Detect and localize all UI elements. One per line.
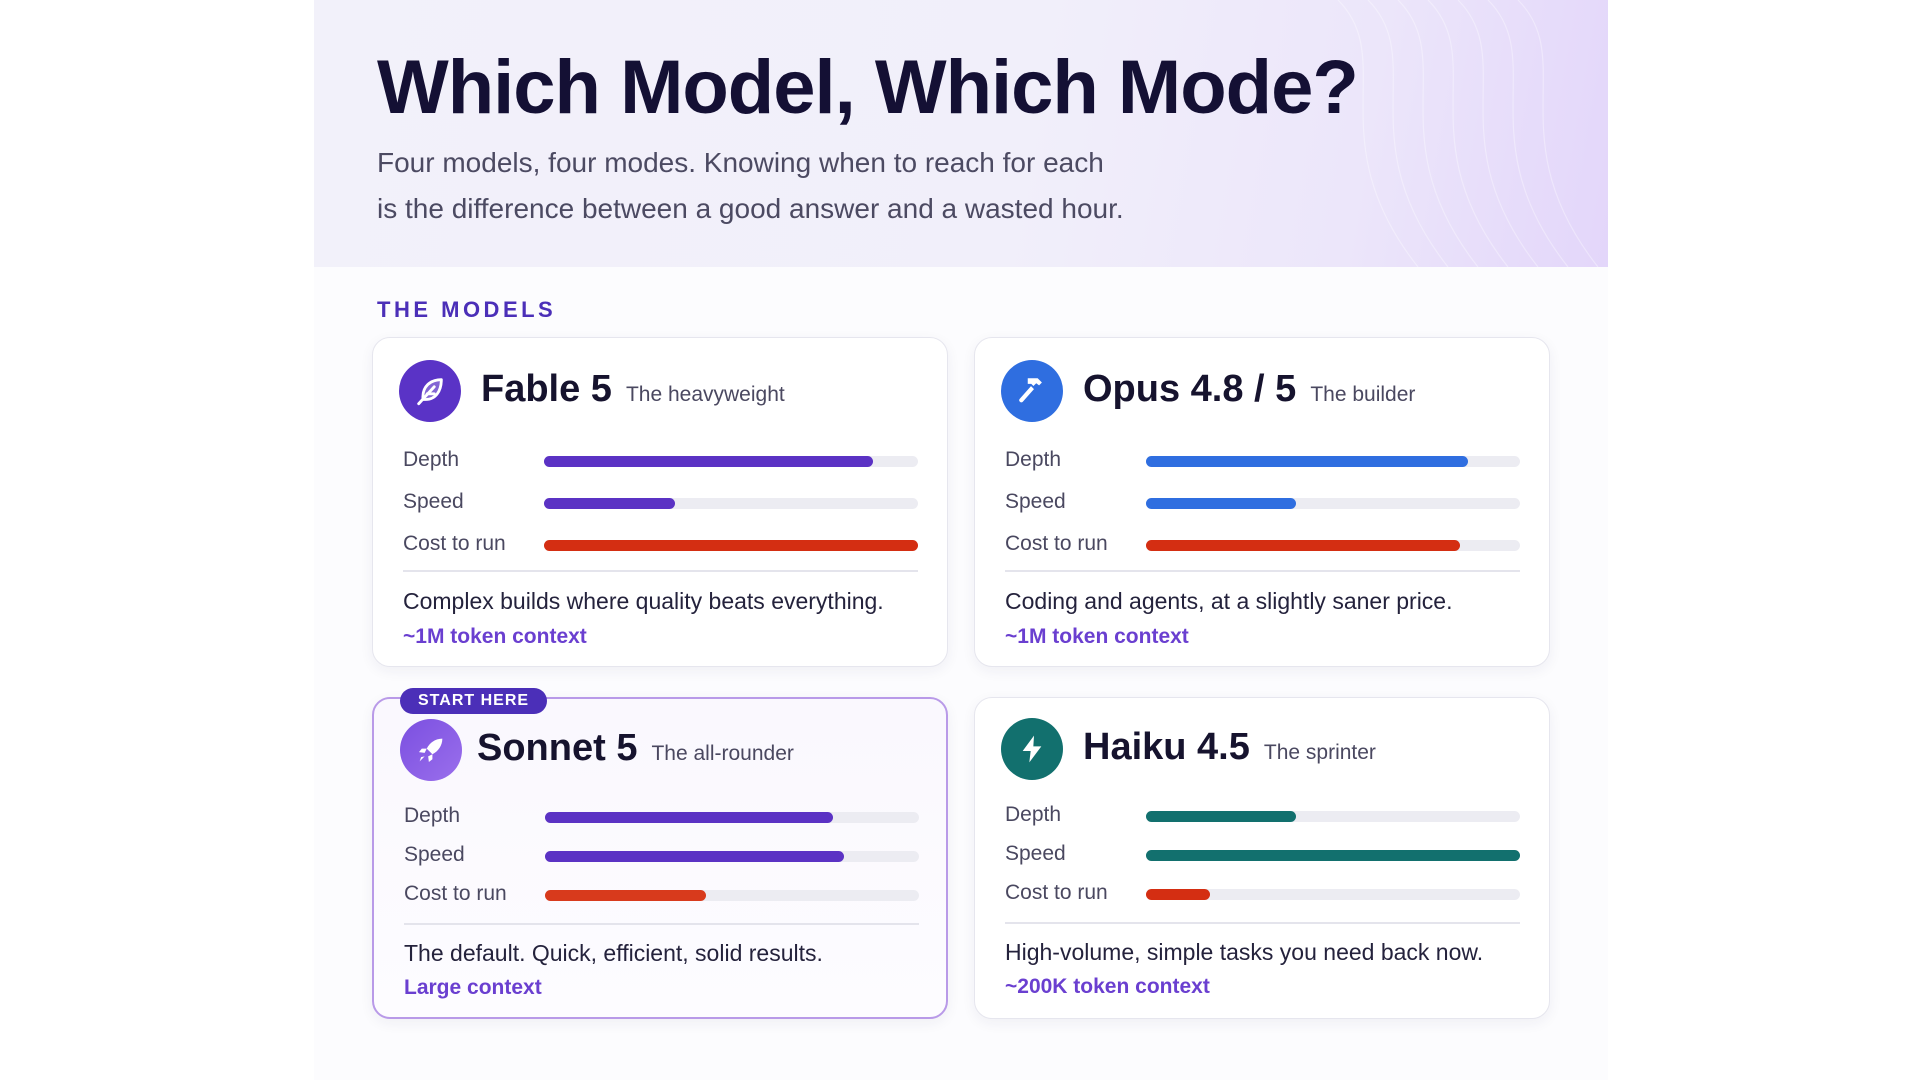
- metric-track: [545, 890, 919, 901]
- model-header: Fable 5 The heavyweight: [481, 368, 785, 411]
- metric-track: [1146, 540, 1520, 551]
- model-card-sonnet[interactable]: START HERE Sonnet 5 The all-rounder Dept…: [372, 688, 948, 1019]
- metric-label: Cost to run: [404, 882, 507, 905]
- cost-bar: [1146, 540, 1461, 551]
- subtitle-line: Four models, four modes. Knowing when to…: [377, 147, 1104, 178]
- metric-speed: Speed: [404, 835, 924, 874]
- model-avatar: [399, 360, 461, 422]
- model-card-opus[interactable]: Opus 4.8 / 5 The builder Depth Speed Cos…: [974, 337, 1550, 667]
- depth-bar: [1146, 811, 1296, 822]
- metric-cost: Cost to run: [404, 874, 924, 913]
- metrics: Depth Speed Cost to run: [1005, 795, 1525, 912]
- model-description: Complex builds where quality beats every…: [403, 588, 884, 614]
- metric-track: [544, 498, 918, 509]
- model-tagline: The builder: [1310, 383, 1416, 406]
- metric-track: [545, 812, 919, 823]
- metric-label: Depth: [403, 448, 460, 471]
- depth-bar: [1146, 456, 1468, 467]
- metric-track: [1146, 456, 1520, 467]
- speed-bar: [544, 498, 675, 509]
- cost-bar: [545, 890, 706, 901]
- model-tagline: The sprinter: [1263, 741, 1376, 764]
- metric-depth: Depth: [1005, 795, 1525, 834]
- metric-label: Speed: [404, 843, 465, 866]
- section-label-models: THE MODELS: [377, 297, 557, 322]
- metric-label: Cost to run: [403, 532, 506, 555]
- model-context: ~1M token context: [403, 625, 587, 648]
- divider: [1005, 570, 1520, 572]
- model-description: Coding and agents, at a slightly saner p…: [1005, 588, 1453, 614]
- cost-bar: [544, 540, 918, 551]
- metric-label: Speed: [1005, 842, 1066, 865]
- metric-speed: Speed: [403, 482, 923, 524]
- page: Which Model, Which Mode? Four models, fo…: [314, 0, 1608, 1080]
- model-header: Haiku 4.5 The sprinter: [1083, 726, 1376, 769]
- divider: [404, 923, 919, 925]
- metric-depth: Depth: [404, 796, 924, 835]
- model-card-fable[interactable]: Fable 5 The heavyweight Depth Speed Cost…: [372, 337, 948, 667]
- metric-cost: Cost to run: [403, 524, 923, 566]
- metric-track: [544, 456, 918, 467]
- metric-cost: Cost to run: [1005, 873, 1525, 912]
- metric-track: [544, 540, 918, 551]
- model-name: Haiku 4.5: [1083, 726, 1250, 768]
- metric-label: Speed: [1005, 490, 1066, 513]
- feather-icon: [417, 378, 443, 406]
- metric-track: [1146, 811, 1520, 822]
- metric-track: [1146, 850, 1520, 861]
- speed-bar: [545, 851, 845, 862]
- metric-label: Speed: [403, 490, 464, 513]
- speed-bar: [1146, 498, 1296, 509]
- model-context: Large context: [404, 976, 542, 999]
- speed-bar: [1146, 850, 1520, 861]
- divider: [403, 570, 918, 572]
- model-tagline: The heavyweight: [625, 383, 785, 406]
- subtitle-line: is the difference between a good answer …: [377, 193, 1124, 224]
- metric-label: Cost to run: [1005, 532, 1108, 555]
- model-tagline: The all-rounder: [651, 742, 794, 765]
- model-header: Sonnet 5 The all-rounder: [477, 727, 794, 770]
- model-header: Opus 4.8 / 5 The builder: [1083, 368, 1415, 411]
- wave-pattern-decoration: [1337, 0, 1599, 267]
- metric-track: [1146, 498, 1520, 509]
- rocket-icon: [418, 738, 443, 763]
- model-context: ~200K token context: [1005, 975, 1210, 998]
- hammer-icon: [1019, 378, 1042, 403]
- model-avatar: [1001, 360, 1063, 422]
- divider: [1005, 922, 1520, 924]
- metric-track: [1146, 889, 1520, 900]
- metrics: Depth Speed Cost to run: [403, 440, 923, 566]
- model-avatar: [1001, 718, 1063, 780]
- model-name: Fable 5: [481, 368, 612, 410]
- page-subtitle: Four models, four modes. Knowing when to…: [377, 140, 1277, 232]
- model-name: Opus 4.8 / 5: [1083, 368, 1297, 410]
- depth-bar: [544, 456, 874, 467]
- metric-label: Depth: [1005, 448, 1062, 471]
- metric-speed: Speed: [1005, 834, 1525, 873]
- metric-label: Depth: [1005, 803, 1062, 826]
- cost-bar: [1146, 889, 1210, 900]
- metric-track: [545, 851, 919, 862]
- model-description: High-volume, simple tasks you need back …: [1005, 939, 1484, 965]
- metrics: Depth Speed Cost to run: [1005, 440, 1525, 566]
- model-card-haiku[interactable]: Haiku 4.5 The sprinter Depth Speed Cost …: [974, 697, 1550, 1019]
- model-context: ~1M token context: [1005, 625, 1189, 648]
- depth-bar: [545, 812, 833, 823]
- model-name: Sonnet 5: [477, 727, 638, 769]
- metric-speed: Speed: [1005, 482, 1525, 524]
- page-title: Which Model, Which Mode?: [377, 45, 1359, 130]
- model-description: The default. Quick, efficient, solid res…: [404, 940, 823, 966]
- metric-depth: Depth: [403, 440, 923, 482]
- metric-label: Depth: [404, 804, 461, 827]
- metric-label: Cost to run: [1005, 881, 1108, 904]
- metrics: Depth Speed Cost to run: [404, 796, 924, 913]
- metric-depth: Depth: [1005, 440, 1525, 482]
- metric-cost: Cost to run: [1005, 524, 1525, 566]
- model-avatar: [400, 719, 462, 781]
- hero-banner: Which Model, Which Mode? Four models, fo…: [314, 0, 1608, 267]
- lightning-icon: [1022, 735, 1042, 763]
- start-here-badge: START HERE: [400, 688, 548, 714]
